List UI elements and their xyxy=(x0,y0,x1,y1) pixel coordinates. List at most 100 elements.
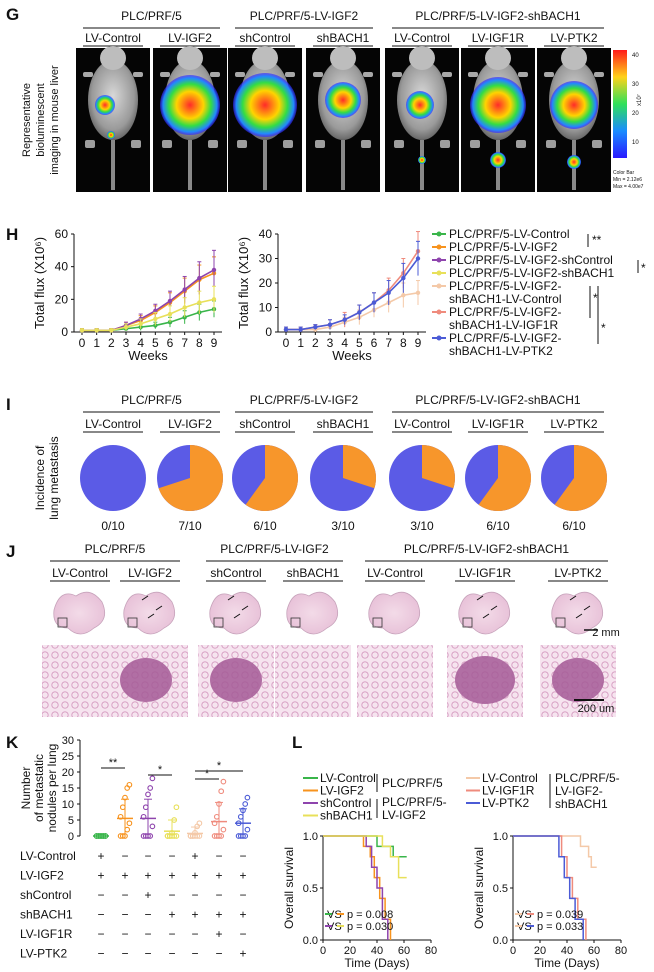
mouse-paw xyxy=(392,72,402,77)
i-pie-slice xyxy=(422,445,455,489)
j-zoom-box xyxy=(213,617,224,628)
k-row-sign: − xyxy=(215,947,222,961)
l-legend-label: shControl xyxy=(320,796,371,810)
h-legend-label: shBACH1-LV-Control xyxy=(449,292,562,306)
luminescence-signal xyxy=(567,155,581,169)
h-legend-marker xyxy=(436,283,442,289)
mouse-paw xyxy=(518,72,528,77)
h-left-y-tick-label: 40 xyxy=(55,260,69,274)
g-side-label: bioluminescent xyxy=(35,83,47,156)
h-right-data-point xyxy=(386,290,391,295)
g-group-title: PLC/PRF/5-LV-IGF2-shBACH1 xyxy=(415,9,580,23)
l-chart1-stat-vs: VS xyxy=(327,909,342,921)
k-row-sign: − xyxy=(168,947,175,961)
l-chart2-stat-vs: VS xyxy=(517,909,532,921)
l-chart1-y-tick-label: 0.0 xyxy=(303,935,318,947)
h-left-x-tick-label: 9 xyxy=(211,336,218,350)
j-column-label: LV-Control xyxy=(52,566,108,580)
panel-j: J PLC/PRF/5 LV-Control LV-IGF2 PLC/PRF/5-LV-… xyxy=(6,542,620,717)
panel-g: G PLC/PRF/5 LV-Control LV-IGF2 PLC/PRF/5-LV-… xyxy=(6,5,644,192)
h-right-x-tick-label: 0 xyxy=(283,336,290,350)
h-left-x-tick-label: 8 xyxy=(196,336,203,350)
panel-l: LLV-ControlLV-IGF2shControlshBACH1PLC/PR… xyxy=(282,733,627,970)
k-data-point xyxy=(126,820,133,827)
mouse-paw xyxy=(442,72,452,77)
g-column-label: shControl xyxy=(239,31,290,45)
k-row-sign: + xyxy=(239,947,246,961)
h-legend-label: PLC/PRF/5-LV-IGF2-shControl xyxy=(449,253,613,267)
h-left-data-point xyxy=(153,316,158,322)
k-y-tick-label: 15 xyxy=(62,783,74,795)
k-data-point xyxy=(173,833,180,839)
k-y-label: of metastatic xyxy=(32,754,46,822)
mouse-paw xyxy=(592,140,602,148)
k-data-point xyxy=(149,775,156,782)
h-left-y-tick-label: 20 xyxy=(55,292,69,306)
l-chart2-x-tick-label: 0 xyxy=(510,945,516,957)
h-right-data-point xyxy=(327,322,333,327)
mouse-paw xyxy=(516,140,526,148)
i-column-label: shControl xyxy=(239,417,290,431)
j-metastasis-arrow xyxy=(490,605,498,611)
k-data-point xyxy=(244,794,251,801)
mouse-head xyxy=(485,46,511,70)
j-lung-section xyxy=(458,591,511,635)
h-legend-label: PLC/PRF/5-LV-IGF2- xyxy=(449,331,561,345)
l-legend-label: LV-IGF1R xyxy=(482,784,535,798)
l-legend-label: LV-IGF2 xyxy=(320,784,364,798)
l-legend-label: LV-PTK2 xyxy=(482,796,529,810)
j-column-label: shControl xyxy=(210,566,261,580)
h-left-data-point xyxy=(94,328,99,333)
k-row-sign: − xyxy=(168,888,175,902)
mouse-paw xyxy=(594,72,604,77)
j-tumor-nodule xyxy=(120,658,172,702)
k-data-point xyxy=(124,826,131,833)
h-legend-label: PLC/PRF/5-LV-IGF2- xyxy=(449,305,561,319)
k-row-sign: − xyxy=(191,927,198,941)
l-chart2-y-tick-label: 0.5 xyxy=(493,883,508,895)
h-left-x-tick-label: 3 xyxy=(123,336,130,350)
mouse-paw xyxy=(133,72,143,77)
k-row-sign: − xyxy=(191,947,198,961)
l-legend-group: PLC/PRF/5- xyxy=(555,771,620,785)
j-tumor-nodule xyxy=(455,656,515,704)
k-row-sign: − xyxy=(121,947,128,961)
i-group-title: PLC/PRF/5-LV-IGF2-shBACH1 xyxy=(415,393,580,407)
mouse-tail xyxy=(188,140,192,190)
h-left-x-tick-label: 2 xyxy=(108,336,115,350)
i-column-label: LV-Control xyxy=(85,417,141,431)
k-row-sign: + xyxy=(191,908,198,922)
h-left-x-label: Weeks xyxy=(128,348,168,363)
h-left-data-point xyxy=(167,311,173,317)
l-chart2-y-tick-label: 1.0 xyxy=(493,831,508,843)
panel-k: K 0 5 10 15 20 25 30 Number of metastatic nodules … xyxy=(6,733,251,961)
k-y-tick-label: 30 xyxy=(62,735,74,747)
j-zoom-box xyxy=(555,617,566,628)
mouse-paw xyxy=(237,140,247,148)
l-chart1-x-tick-label: 0 xyxy=(320,945,326,957)
i-column-label: shBACH1 xyxy=(317,417,370,431)
h-sig-label: * xyxy=(593,291,598,305)
mouse-paw xyxy=(131,140,141,148)
mouse-paw xyxy=(210,72,220,77)
k-row-label: LV-IGF1R xyxy=(20,927,73,941)
g-column-label: LV-PTK2 xyxy=(550,31,597,45)
h-right-data-point xyxy=(298,327,303,332)
k-y-tick-label: 20 xyxy=(62,767,74,779)
j-column-label: LV-IGF2 xyxy=(128,566,172,580)
h-sig-label: * xyxy=(601,321,606,335)
h-legend-label: shBACH1-LV-PTK2 xyxy=(449,344,553,358)
mouse-paw xyxy=(285,72,295,77)
panel-letter: L xyxy=(292,733,302,752)
h-right-data-point xyxy=(342,317,347,322)
l-legend-group: shBACH1 xyxy=(555,797,608,811)
h-right-series-line xyxy=(286,258,419,331)
i-pie-label: 6/10 xyxy=(562,519,586,533)
h-legend-marker xyxy=(436,335,442,341)
h-left-data-point xyxy=(197,300,202,305)
h-left-series-line xyxy=(82,308,215,332)
l-chart2-x-tick-label: 80 xyxy=(615,945,627,957)
i-pie-label: 3/10 xyxy=(410,519,434,533)
mouse-head xyxy=(252,46,278,70)
k-row-sign: − xyxy=(144,927,151,941)
